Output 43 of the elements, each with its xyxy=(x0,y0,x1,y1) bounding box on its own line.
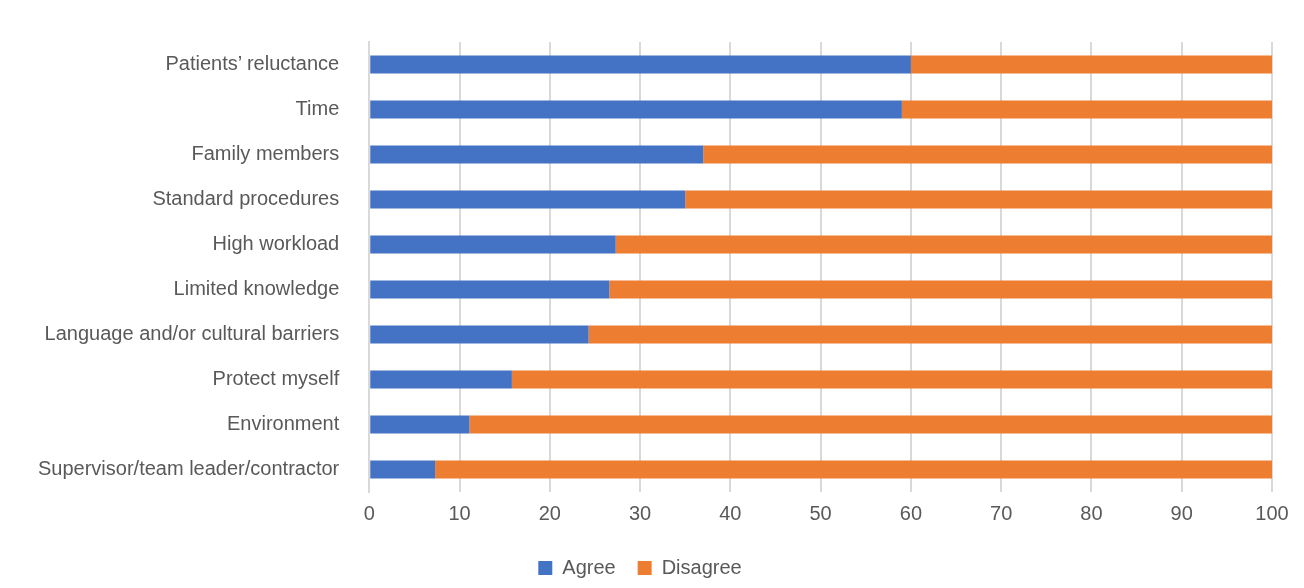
x-tick-label: 80 xyxy=(1080,501,1103,524)
bar xyxy=(370,145,704,164)
bar xyxy=(370,415,470,434)
x-tick-label: 70 xyxy=(990,501,1013,524)
y-tick-label: Protect myself xyxy=(212,367,340,390)
bar xyxy=(910,55,1272,74)
x-tick-label: 20 xyxy=(538,501,561,524)
bar xyxy=(370,280,610,299)
y-tick-label: Standard procedures xyxy=(152,187,340,210)
bar xyxy=(370,55,911,74)
bar xyxy=(370,460,436,479)
legend-label: Agree xyxy=(562,555,616,578)
x-tick-label: 30 xyxy=(628,501,652,524)
bar xyxy=(685,190,1272,209)
bar xyxy=(435,460,1272,479)
y-tick-label: Patients’ reluctance xyxy=(165,52,340,75)
y-tick-label: Language and/or cultural barriers xyxy=(44,322,340,345)
legend-label: Disagree xyxy=(661,555,742,578)
y-tick-label: Environment xyxy=(226,412,340,435)
bar xyxy=(469,415,1272,434)
x-tick-label: 60 xyxy=(899,501,923,524)
bar xyxy=(370,100,902,119)
y-tick-label: High workload xyxy=(212,232,340,255)
x-tick-label: 100 xyxy=(1255,501,1289,524)
bar xyxy=(588,325,1272,344)
bar xyxy=(615,235,1272,254)
bar xyxy=(511,370,1272,389)
bar xyxy=(370,325,589,344)
bar xyxy=(370,370,512,389)
bar xyxy=(370,235,616,254)
x-tick-label: 10 xyxy=(448,501,471,524)
bar xyxy=(370,190,686,209)
y-tick-label: Family members xyxy=(191,142,340,165)
x-tick-label: 50 xyxy=(809,501,832,524)
bar xyxy=(609,280,1272,299)
y-tick-label: Limited knowledge xyxy=(173,277,340,300)
bar xyxy=(703,145,1272,164)
x-tick-label: 40 xyxy=(719,501,742,524)
x-tick-label: 90 xyxy=(1170,501,1193,524)
x-tick-label: 0 xyxy=(363,501,375,524)
y-tick-label: Time xyxy=(295,97,340,120)
y-tick-label: Supervisor/team leader/contractor xyxy=(38,457,340,480)
bar xyxy=(901,100,1272,119)
